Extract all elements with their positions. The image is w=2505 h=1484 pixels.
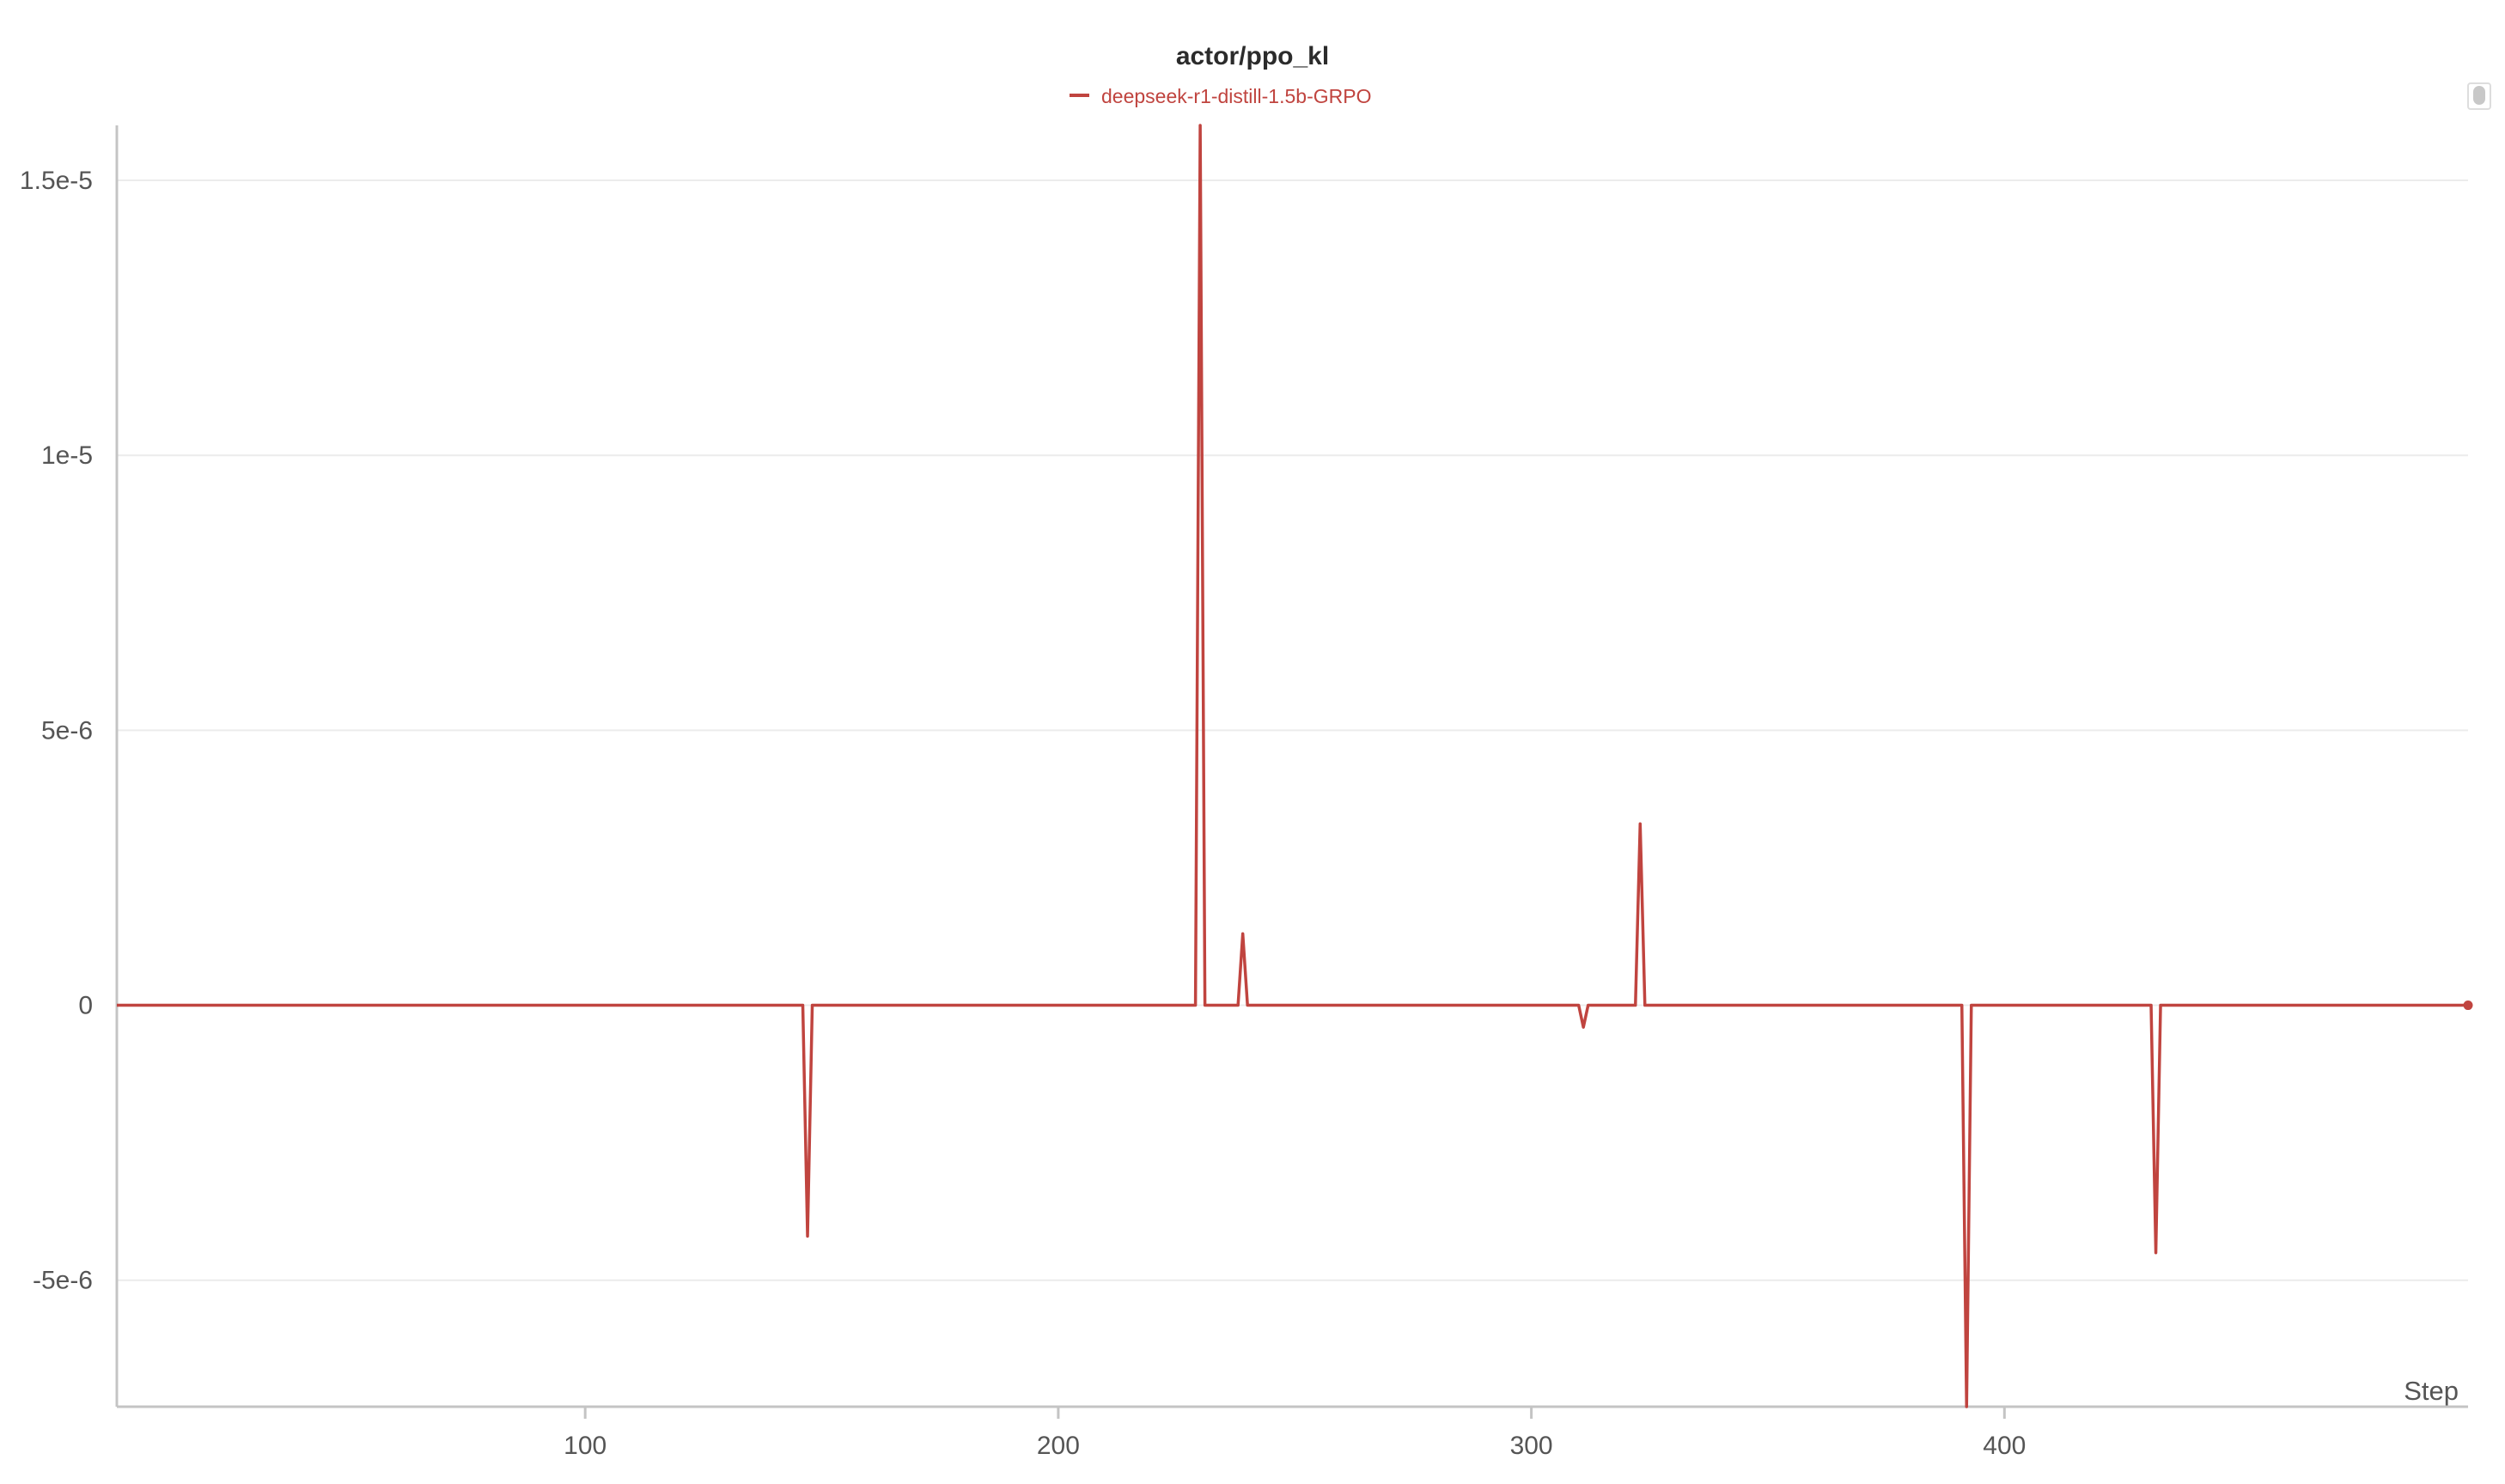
legend-scroll-control[interactable] <box>2467 82 2491 110</box>
legend-label: deepseek-r1-distill-1.5b-GRPO <box>1101 85 1371 107</box>
y-tick-label: -5e-6 <box>33 1267 93 1295</box>
axes <box>115 125 2468 1408</box>
x-tick-label: 300 <box>1510 1432 1553 1460</box>
x-axis-label: Step <box>2404 1376 2459 1406</box>
legend[interactable]: deepseek-r1-distill-1.5b-GRPO <box>1070 85 1371 107</box>
series-end-point[interactable] <box>2463 1000 2473 1011</box>
x-tick-label: 200 <box>1037 1432 1080 1460</box>
chart-title: actor/ppo_kl <box>1176 42 1329 70</box>
legend-scroll-thumb[interactable] <box>2473 86 2485 105</box>
legend-scroll-track <box>2467 82 2491 110</box>
y-tick-label: 5e-6 <box>41 716 93 745</box>
x-tick-label: 400 <box>1983 1432 2026 1460</box>
y-tick-label: 0 <box>78 992 93 1020</box>
y-tick-label: 1e-5 <box>41 441 93 470</box>
x-tick-label: 100 <box>564 1432 606 1460</box>
series-line[interactable] <box>117 124 2468 1408</box>
grid <box>117 179 2468 1281</box>
x-axis-ticks: 100 200 300 400 <box>564 1407 2026 1460</box>
y-axis-ticks: -5e-6 0 5e-6 1e-5 1.5e-5 <box>20 167 93 1295</box>
y-tick-label: 1.5e-5 <box>20 167 93 195</box>
series[interactable] <box>117 124 2473 1408</box>
